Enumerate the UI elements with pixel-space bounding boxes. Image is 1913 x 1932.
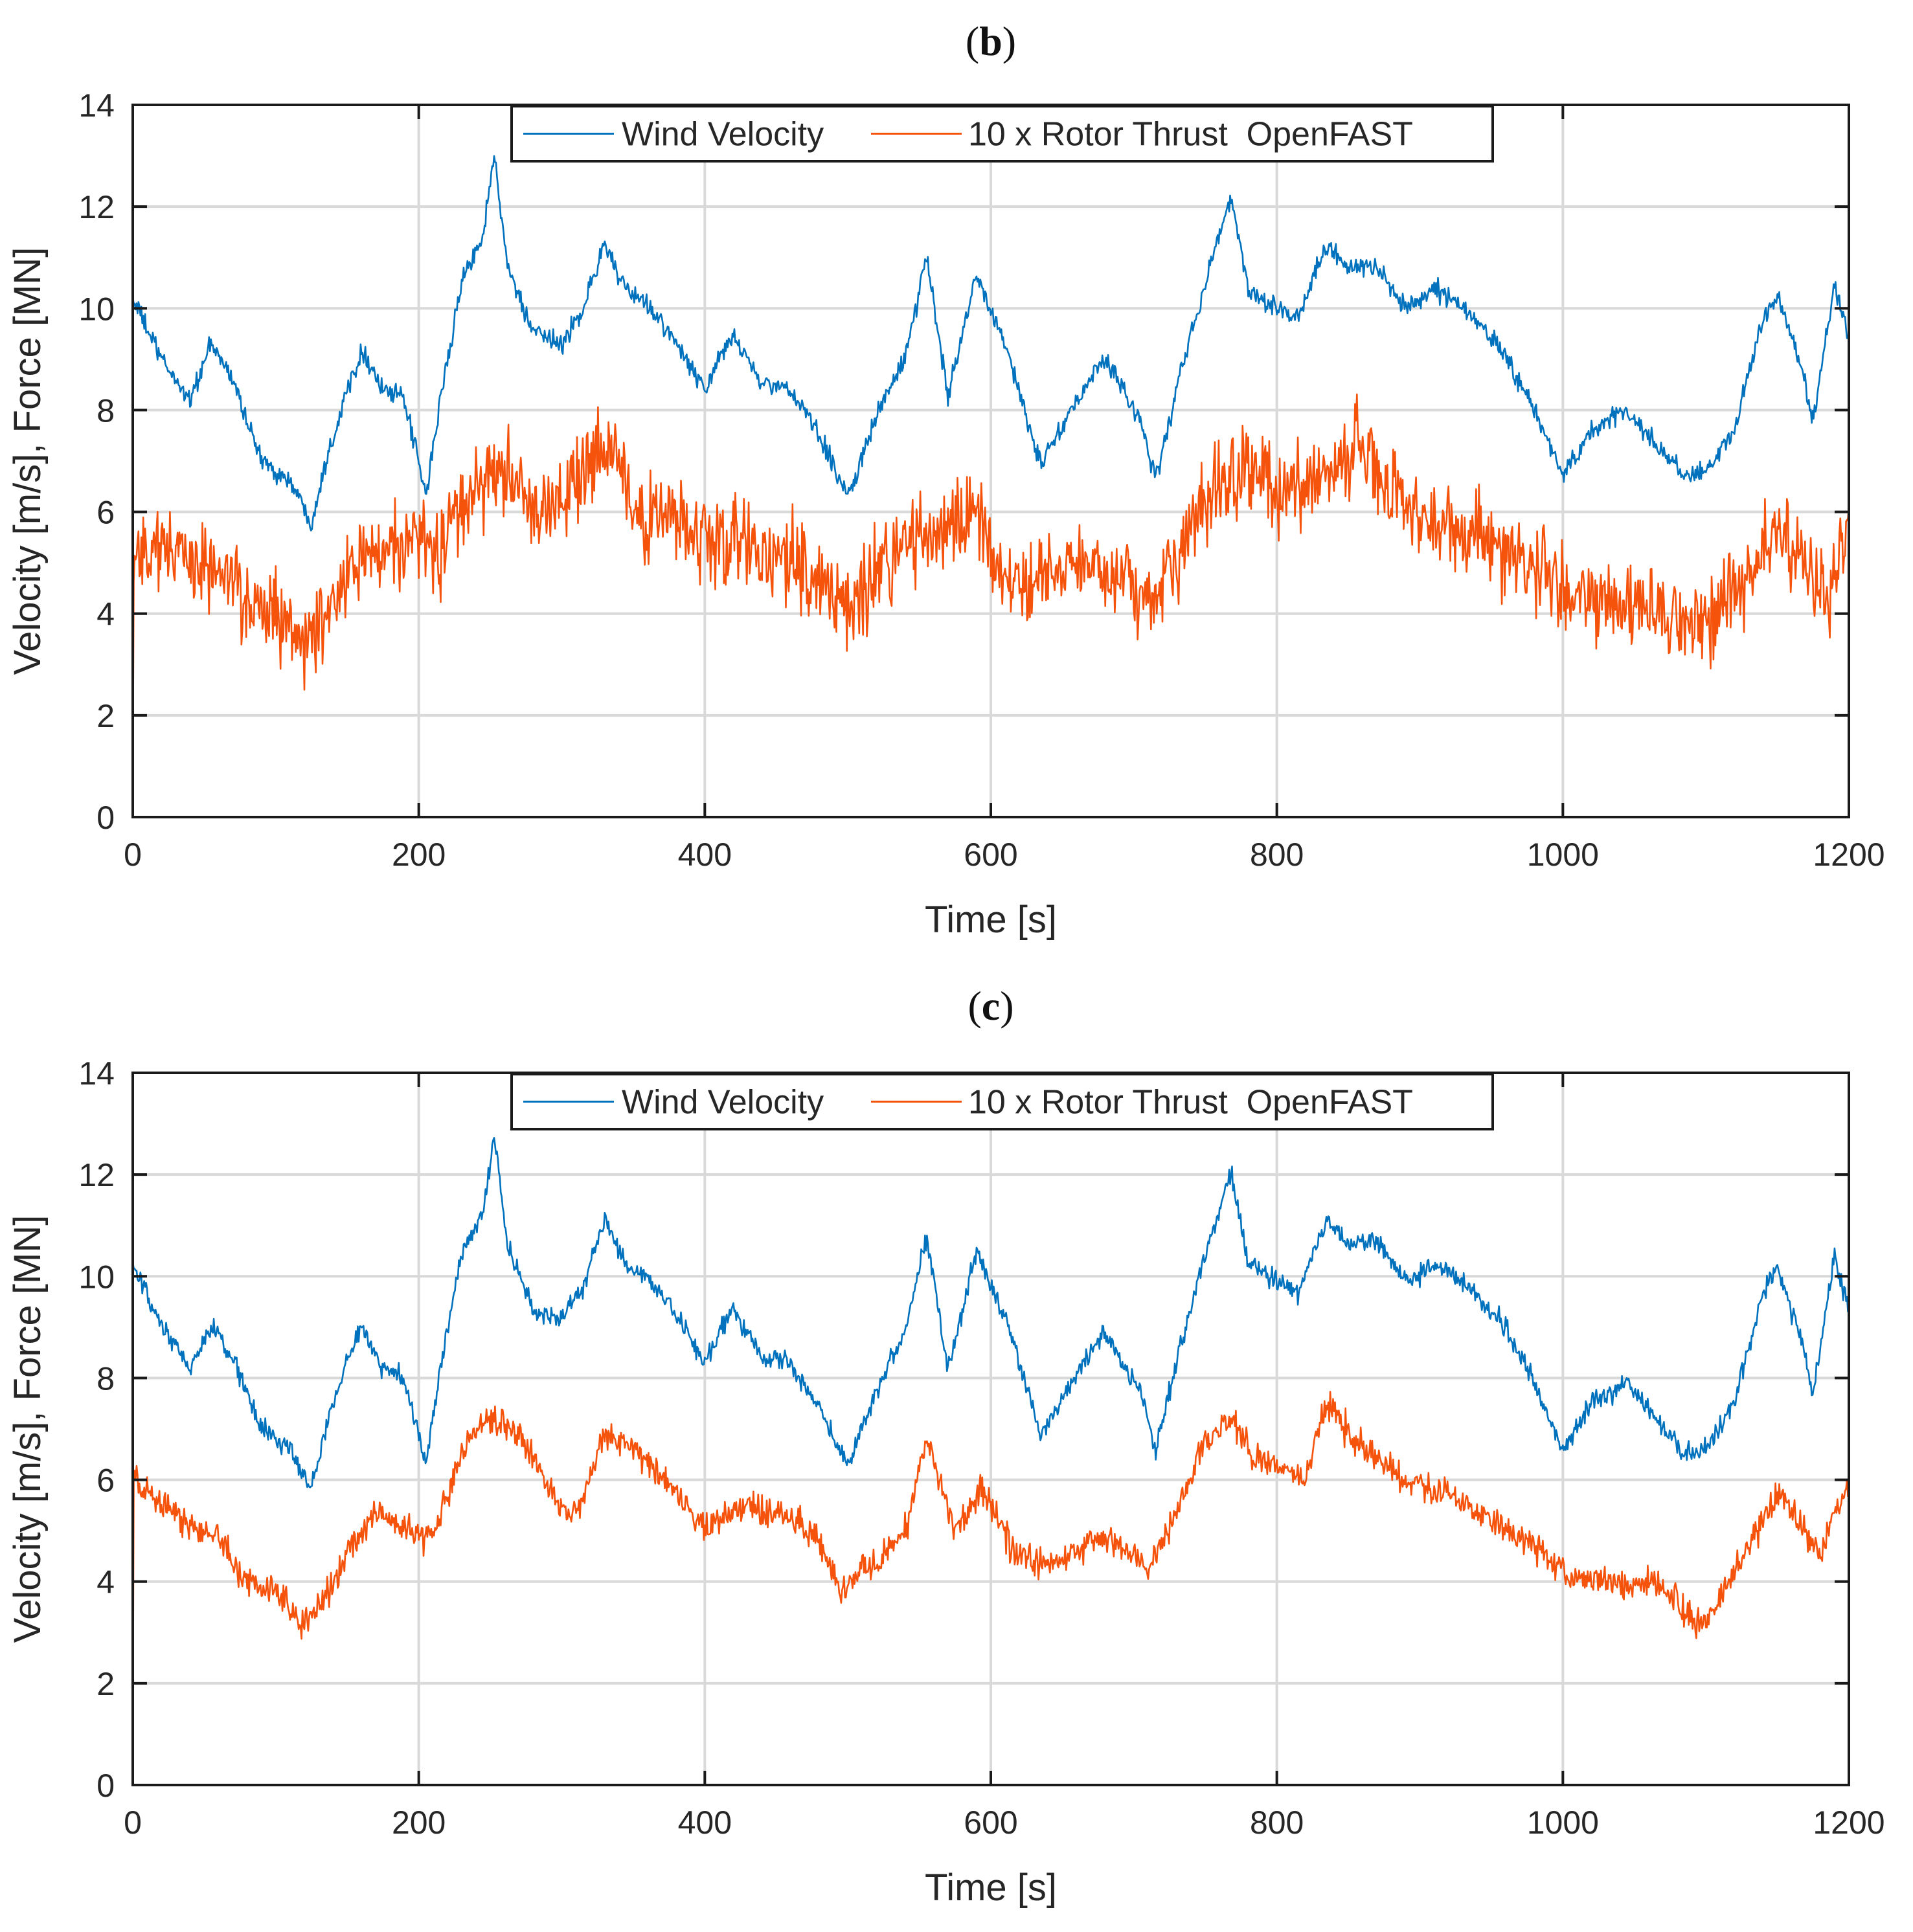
- y-tick-label: 10: [78, 291, 115, 327]
- chart-panel-c: (c) 0 200 400 600 800 1000 1200 0 2 4 6 8 10 12 14 Time …: [6, 983, 1885, 1909]
- y-axis-label: Velocity [m/s], Force [MN]: [6, 247, 49, 675]
- y-tick-label: 2: [96, 698, 115, 734]
- y-tick-label: 14: [78, 87, 115, 124]
- legend: Wind Velocity 10 x Rotor Thrust OpenFAST: [510, 1073, 1494, 1130]
- y-tick-label: 4: [96, 596, 115, 633]
- legend: Wind Velocity 10 x Rotor Thrust OpenFAST: [510, 105, 1494, 163]
- y-tick-label: 2: [96, 1666, 115, 1702]
- series-line-wind-velocity: [133, 155, 1849, 532]
- y-tick-label: 12: [78, 189, 115, 225]
- legend-label: 10 x Rotor Thrust OpenFAST: [968, 1084, 1413, 1121]
- x-tick-label: 0: [124, 837, 142, 873]
- x-axis-label: Time [s]: [925, 899, 1057, 941]
- x-tick-label: 1000: [1527, 1804, 1599, 1841]
- legend-label: 10 x Rotor Thrust OpenFAST: [968, 116, 1413, 153]
- chart-panel-b: (b) 0 200 400 600 800 1000 1200 0 2 4 6 8 10 12 14 Time …: [6, 18, 1885, 941]
- x-tick-label: 200: [392, 1804, 446, 1841]
- panel-title: (c): [968, 983, 1013, 1029]
- x-tick-label: 400: [678, 837, 732, 873]
- y-tick-label: 8: [96, 392, 115, 429]
- panel-title: (b): [966, 18, 1016, 64]
- panel-label: c: [982, 983, 1000, 1029]
- series-line-rotor-thrust: [133, 393, 1849, 777]
- x-tick-label: 600: [964, 1804, 1017, 1841]
- x-tick-label: 200: [392, 837, 446, 873]
- x-tick-label: 800: [1250, 1804, 1304, 1841]
- y-tick-label: 0: [96, 1768, 115, 1804]
- x-tick-label: 1200: [1813, 837, 1885, 873]
- y-tick-label: 6: [96, 495, 115, 531]
- x-tick-label: 600: [964, 837, 1017, 873]
- legend-box: [510, 105, 1494, 163]
- y-tick-label: 6: [96, 1463, 115, 1499]
- legend-box: [510, 1073, 1494, 1130]
- y-tick-label: 0: [96, 800, 115, 836]
- legend-label: Wind Velocity: [622, 116, 824, 153]
- y-tick-label: 14: [78, 1055, 115, 1092]
- x-tick-label: 1000: [1527, 837, 1599, 873]
- y-tick-label: 12: [78, 1157, 115, 1193]
- x-tick-label: 800: [1250, 837, 1304, 873]
- panel-label: b: [979, 18, 1002, 64]
- x-tick-label: 1200: [1813, 1804, 1885, 1841]
- legend-label: Wind Velocity: [622, 1084, 824, 1121]
- plot-area: [133, 155, 1849, 777]
- x-axis-label: Time [s]: [925, 1867, 1057, 1909]
- y-tick-label: 4: [96, 1564, 115, 1601]
- y-tick-label: 8: [96, 1360, 115, 1397]
- y-axis-label: Velocity [m/s], Force [MN]: [6, 1215, 49, 1643]
- plot-area: [133, 1137, 1849, 1745]
- series-line-rotor-thrust: [133, 1391, 1849, 1745]
- y-tick-label: 10: [78, 1259, 115, 1295]
- series-line-wind-velocity: [133, 1137, 1849, 1488]
- x-tick-label: 0: [124, 1804, 142, 1841]
- x-tick-label: 400: [678, 1804, 732, 1841]
